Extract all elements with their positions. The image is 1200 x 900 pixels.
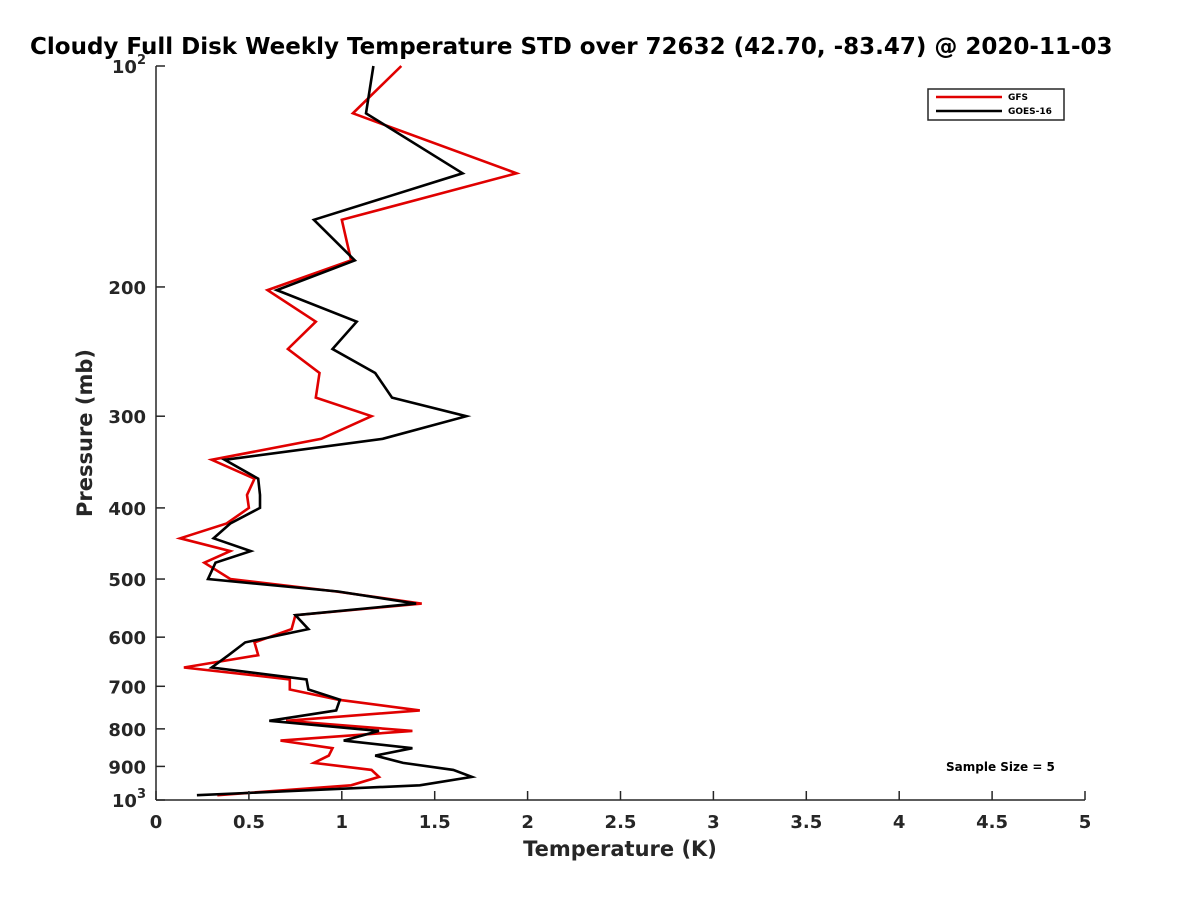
x-tick-label: 1.5: [419, 812, 451, 833]
x-tick-label: 4.5: [976, 812, 1008, 833]
series-line-goes16: [196, 65, 477, 797]
x-tick-label: 0.5: [233, 812, 265, 833]
y-tick-label: 700: [108, 677, 146, 698]
y-tick-label: 300: [108, 407, 146, 428]
y-tick-label: 103: [112, 787, 146, 812]
chart-title: Cloudy Full Disk Weekly Temperature STD …: [30, 34, 1113, 60]
x-tick-label: 3: [707, 812, 720, 833]
x-tick-label: 5: [1079, 812, 1092, 833]
y-tick-label: 102: [112, 53, 146, 78]
y-tick-label: 600: [108, 628, 146, 649]
legend-box: [927, 88, 1065, 121]
y-tick-label: 400: [108, 499, 146, 520]
series-line-gfs: [175, 65, 521, 797]
x-tick-label: 0: [150, 812, 163, 833]
y-tick-label: 500: [108, 570, 146, 591]
y-axis-title: Pressure (mb): [73, 349, 97, 517]
x-axis-ticks: 0 0.5 1 1.5 2 2.5 3 3.5 4 4.5 5: [150, 791, 1092, 833]
x-tick-label: 1: [336, 812, 349, 833]
y-tick-label: 800: [108, 720, 146, 741]
x-tick-label: 4: [893, 812, 906, 833]
y-tick-label: 900: [108, 757, 146, 778]
legend: GFS GOES-16: [927, 88, 1065, 121]
x-tick-label: 3.5: [790, 812, 822, 833]
y-tick-label: 200: [108, 278, 146, 299]
x-tick-label: 2.5: [605, 812, 637, 833]
sample-size-annotation: Sample Size = 5: [946, 760, 1055, 774]
legend-label-goes16: GOES-16: [1008, 107, 1052, 117]
series-layer: [175, 65, 521, 797]
legend-label-gfs: GFS: [1008, 93, 1028, 103]
x-axis-title: Temperature (K): [523, 837, 717, 861]
x-tick-label: 2: [521, 812, 534, 833]
y-axis-ticks: 102 200 300 400 500 600 700 800 900 103: [108, 53, 165, 812]
